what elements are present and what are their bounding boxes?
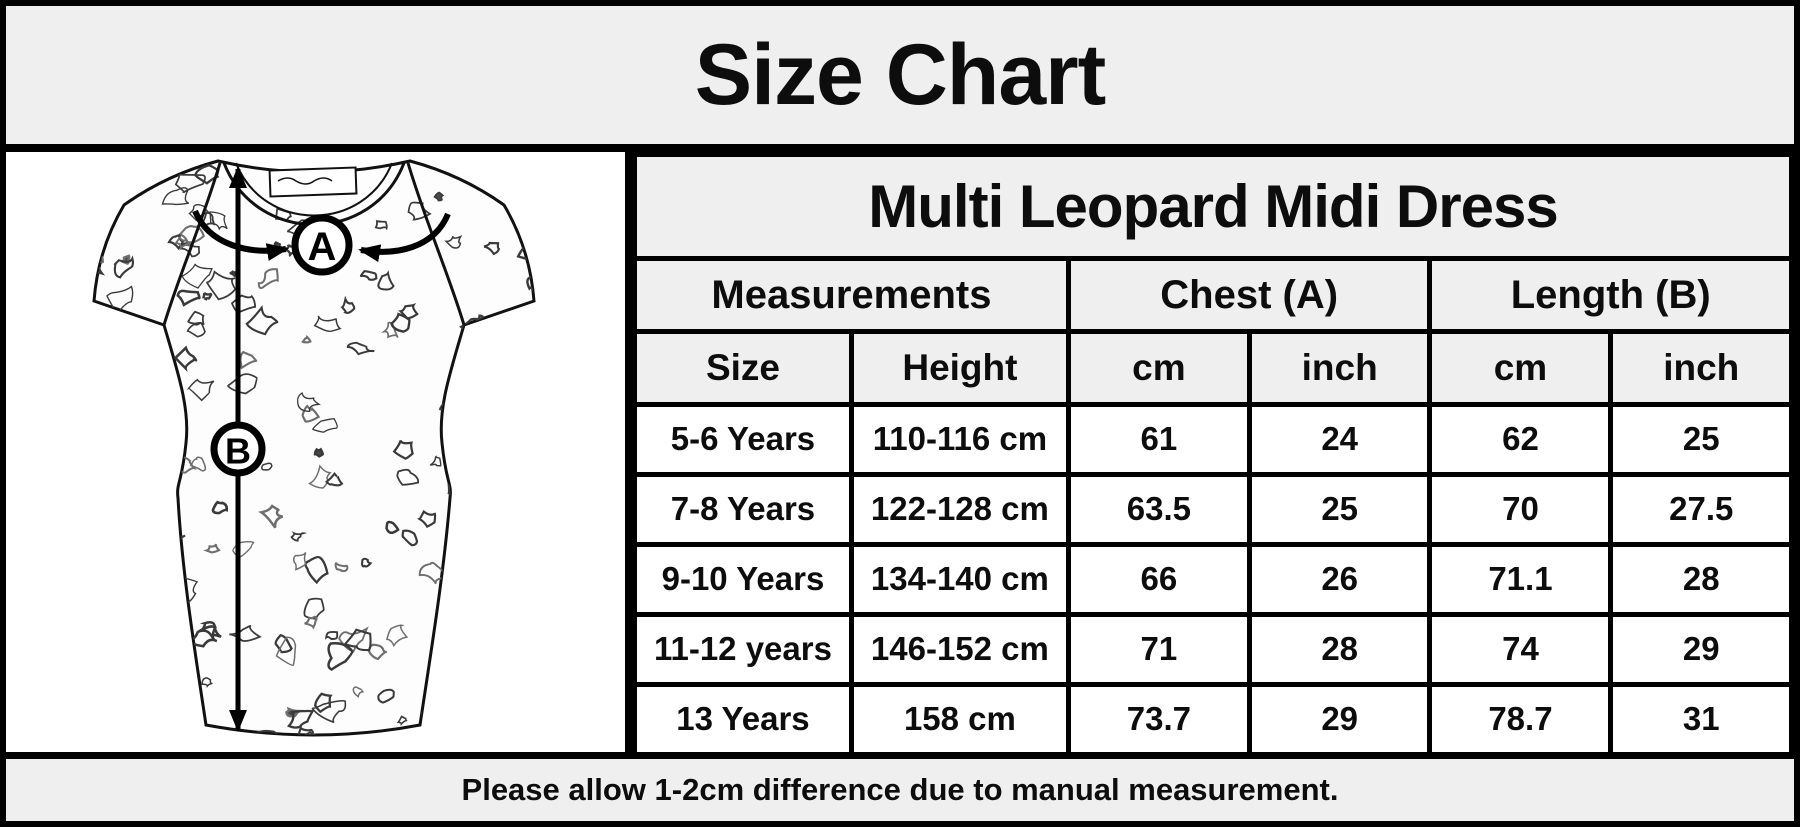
dress-outline: [92, 159, 536, 737]
main-area: A B Multi Leopard Midi Dress: [6, 152, 1794, 757]
group-measurements: Measurements: [632, 256, 1071, 334]
cell-length-cm: 78.7: [1427, 682, 1614, 757]
cell-length-inch: 27.5: [1608, 472, 1794, 547]
cell-size: 11-12 years: [632, 612, 854, 687]
header-chest-inch: inch: [1246, 329, 1433, 407]
cell-size: 13 Years: [632, 682, 854, 757]
dress-line-drawing: A B: [92, 159, 536, 737]
header-height: Height: [848, 329, 1071, 407]
cell-chest-cm: 63.5: [1065, 472, 1252, 547]
length-marker-b: B: [210, 421, 266, 477]
cell-chest-cm: 73.7: [1065, 682, 1252, 757]
cell-chest-inch: 26: [1246, 542, 1433, 617]
cell-size: 7-8 Years: [632, 472, 854, 547]
cell-height: 110-116 cm: [848, 402, 1071, 477]
header-chest-cm: cm: [1065, 329, 1252, 407]
cell-length-inch: 29: [1608, 612, 1794, 687]
svg-text:B: B: [225, 431, 251, 472]
table-row: 9-10 Years 134-140 cm 66 26 71.1 28: [632, 542, 1794, 617]
size-table-panel: Multi Leopard Midi Dress Measurements Ch…: [625, 152, 1794, 757]
cell-length-cm: 74: [1427, 612, 1614, 687]
cell-length-inch: 28: [1608, 542, 1794, 617]
cell-chest-inch: 28: [1246, 612, 1433, 687]
cell-length-cm: 70: [1427, 472, 1614, 547]
group-header-row: Measurements Chest (A) Length (B): [632, 256, 1794, 334]
cell-chest-inch: 25: [1246, 472, 1433, 547]
cell-chest-cm: 61: [1065, 402, 1252, 477]
svg-text:A: A: [308, 225, 337, 269]
chest-arrow-left: [192, 209, 289, 261]
header-size: Size: [632, 329, 854, 407]
cell-chest-inch: 24: [1246, 402, 1433, 477]
cell-length-cm: 71.1: [1427, 542, 1614, 617]
cell-height: 134-140 cm: [848, 542, 1071, 617]
page-title: Size Chart: [6, 6, 1794, 152]
size-table: Multi Leopard Midi Dress Measurements Ch…: [632, 152, 1794, 757]
cell-chest-cm: 71: [1065, 612, 1252, 687]
cell-height: 122-128 cm: [848, 472, 1071, 547]
dress-illustration-panel: A B: [6, 152, 625, 752]
sub-header-row: Size Height cm inch cm inch: [632, 329, 1794, 407]
chest-marker-a: A: [291, 214, 353, 276]
cell-size: 9-10 Years: [632, 542, 854, 617]
table-row: 13 Years 158 cm 73.7 29 78.7 31: [632, 682, 1794, 757]
table-row: 11-12 years 146-152 cm 71 28 74 29: [632, 612, 1794, 687]
header-length-cm: cm: [1427, 329, 1614, 407]
group-length: Length (B): [1427, 256, 1794, 334]
measurement-note: Please allow 1-2cm difference due to man…: [6, 752, 1794, 821]
group-chest: Chest (A): [1065, 256, 1433, 334]
cell-chest-cm: 66: [1065, 542, 1252, 617]
cell-length-inch: 31: [1608, 682, 1794, 757]
cell-height: 158 cm: [848, 682, 1071, 757]
table-row: 5-6 Years 110-116 cm 61 24 62 25: [632, 402, 1794, 477]
product-title: Multi Leopard Midi Dress: [632, 152, 1794, 261]
cell-size: 5-6 Years: [632, 402, 854, 477]
table-row: 7-8 Years 122-128 cm 63.5 25 70 27.5: [632, 472, 1794, 547]
cell-length-inch: 25: [1608, 402, 1794, 477]
cell-height: 146-152 cm: [848, 612, 1071, 687]
cell-chest-inch: 29: [1246, 682, 1433, 757]
chest-arrow-right: [358, 212, 451, 263]
cell-length-cm: 62: [1427, 402, 1614, 477]
header-length-inch: inch: [1608, 329, 1794, 407]
table-title-row: Multi Leopard Midi Dress: [632, 152, 1794, 261]
